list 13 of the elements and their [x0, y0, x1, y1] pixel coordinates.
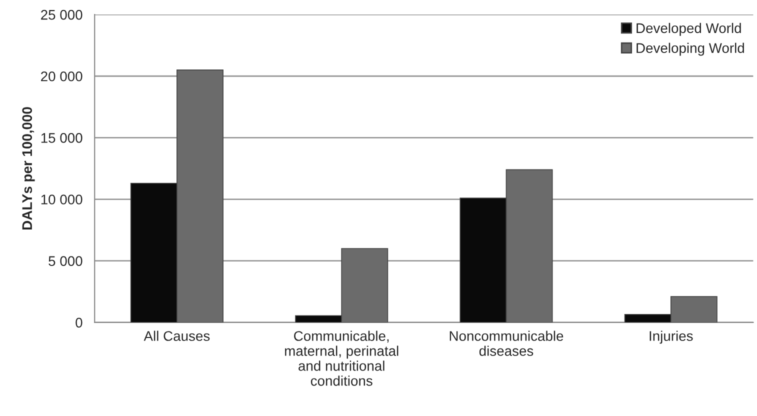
x-tick-label: All Causes	[144, 330, 210, 341]
legend-label: Developed World	[636, 22, 741, 36]
y-tick-label: 5 000	[48, 256, 82, 266]
x-tick-label: Injuries	[650, 330, 693, 344]
y-tick-label: 15 000	[41, 133, 82, 143]
y-tick-label: 25 000	[41, 10, 82, 20]
y-tick-label: 10 000	[41, 194, 82, 204]
y-tick-label: 0	[76, 318, 82, 328]
legend-label: Developing World	[636, 42, 744, 56]
x-tick-label: Noncommunicable diseases	[450, 330, 564, 356]
y-axis-title: DALYs per 100,000	[22, 107, 35, 230]
y-tick-label: 20 000	[41, 71, 82, 82]
x-tick-label: Communicable, maternal, perinatal and nutritional conditions	[285, 330, 398, 386]
